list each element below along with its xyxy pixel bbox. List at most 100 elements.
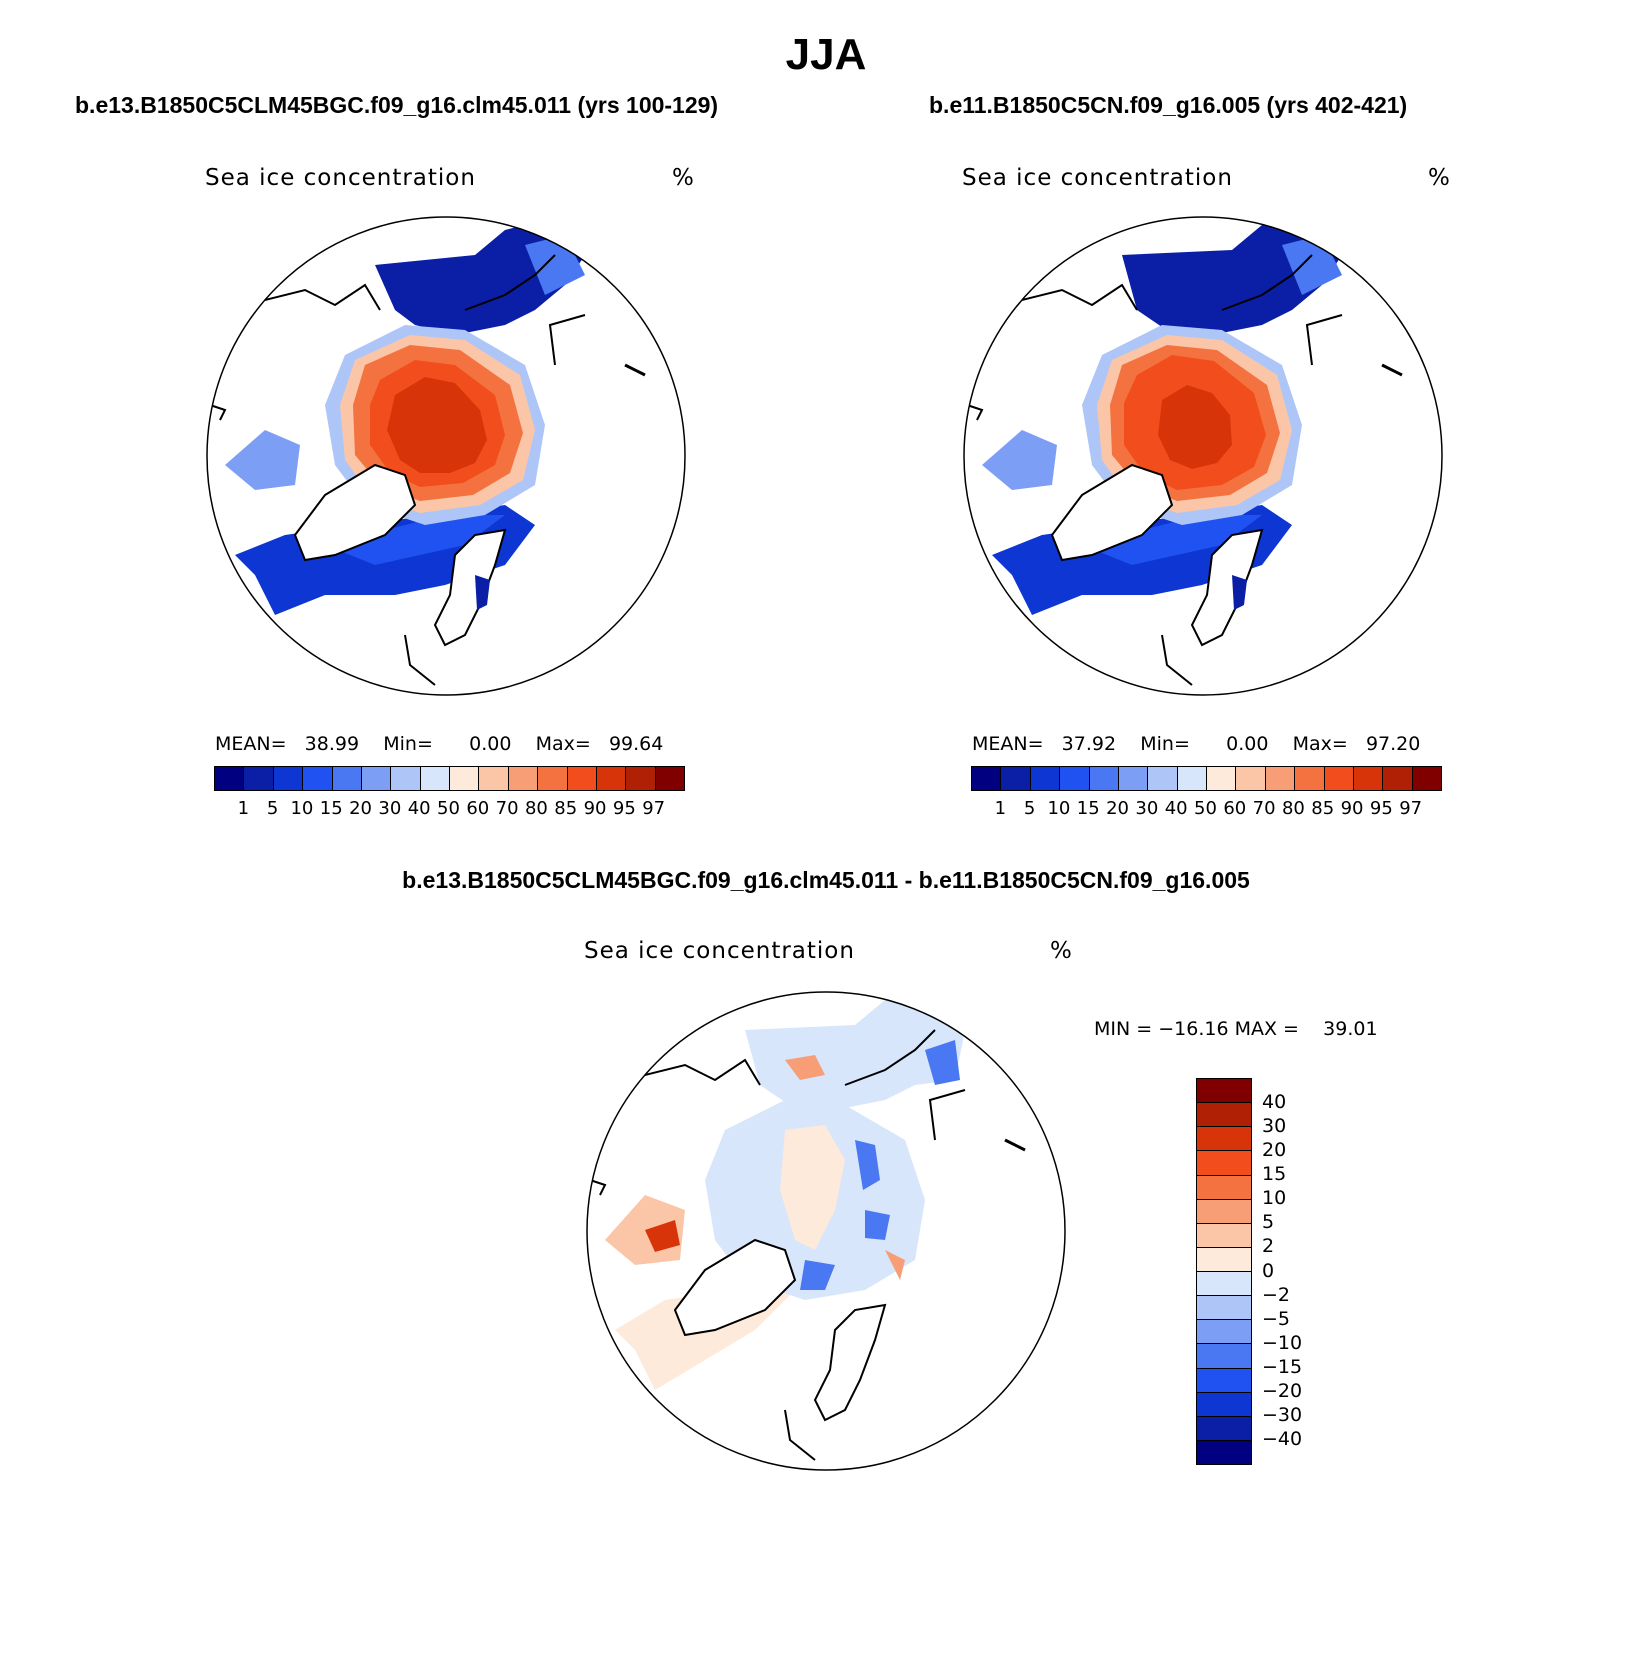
right-colorbar-tick-label: 50	[1194, 798, 1217, 819]
left-colorbar-labels: 1 5 10 15 20 30 40 50 60 70 80 85 90 95 97	[214, 798, 683, 822]
right-colorbar-tick-label: 80	[1281, 798, 1305, 819]
left-colorbar-tick-label: 80	[524, 798, 548, 819]
left-colorbar-box	[391, 767, 421, 790]
diff-colorbar-box	[1197, 1103, 1251, 1128]
left-colorbar-box	[655, 767, 684, 790]
right-greenland	[1050, 463, 1174, 562]
diff-stats: MIN = −16.16 MAX = 39.01	[1094, 1018, 1378, 1040]
right-units-label: %	[1428, 165, 1451, 191]
diff-max-value: 39.01	[1323, 1018, 1378, 1040]
left-max-label: Max=	[535, 733, 591, 755]
left-max-value: 99.64	[608, 733, 664, 755]
left-colorbar-box	[303, 767, 333, 790]
right-colorbar-box	[1353, 767, 1384, 790]
right-colorbar-tick-label: 97	[1399, 798, 1423, 819]
left-colorbar-box	[273, 767, 304, 790]
right-colorbar-tick-label: 40	[1164, 798, 1188, 819]
right-colorbar-tick-label: 85	[1311, 798, 1335, 819]
left-mean-label: MEAN=	[215, 733, 287, 755]
left-hudson-ice	[225, 430, 300, 490]
right-case-title: b.e11.B1850C5CN.f09_g16.005 (yrs 402-421…	[929, 92, 1408, 118]
right-colorbar-tick-label: 10	[1047, 798, 1071, 819]
left-colorbar-box	[420, 767, 450, 790]
left-colorbar-tick-label: 5	[266, 798, 279, 819]
left-colorbar-box	[508, 767, 539, 790]
main-title: JJA	[785, 30, 867, 79]
diff-colorbar-box	[1197, 1151, 1251, 1176]
right-colorbar-tick-label: 20	[1106, 798, 1130, 819]
diff-colorbar-tick-label: −5	[1262, 1307, 1291, 1330]
left-colorbar-tick-label: 97	[642, 798, 666, 819]
left-scandinavia	[433, 528, 507, 647]
diff-units-label: %	[1050, 938, 1073, 964]
right-colorbar-labels: 1 5 10 15 20 30 40 50 60 70 80 85 90 95 97	[971, 798, 1440, 822]
left-case-title: b.e13.B1850C5CLM45BGC.f09_g16.clm45.011 …	[75, 92, 719, 118]
left-colorbar-box	[244, 767, 274, 790]
diff-colorbar-tick-label: 2	[1262, 1235, 1275, 1258]
left-colorbar-box	[626, 767, 656, 790]
left-colorbar-box	[479, 767, 509, 790]
right-colorbar-box	[1383, 767, 1413, 790]
right-variable-label: Sea ice concentration	[962, 165, 1233, 191]
diff-colorbar-box	[1197, 1175, 1251, 1200]
diff-max-label: MAX =	[1234, 1018, 1299, 1040]
left-polar-map	[206, 216, 686, 696]
right-colorbar-box	[1207, 767, 1237, 790]
diff-colorbar-tick-label: −20	[1262, 1379, 1303, 1402]
left-colorbar-box	[332, 767, 362, 790]
left-colorbar-tick-label: 70	[495, 798, 519, 819]
right-colorbar-box	[972, 767, 1002, 790]
diff-colorbar-tick-label: 20	[1262, 1139, 1287, 1162]
diff-colorbar-tick-label: −40	[1262, 1427, 1303, 1450]
left-colorbar-box	[538, 767, 568, 790]
right-colorbar-tick-label: 95	[1369, 798, 1393, 819]
diff-colorbar-box	[1197, 1199, 1251, 1224]
right-mean-value: 37.92	[1061, 733, 1117, 755]
diff-colorbar-box	[1197, 1127, 1251, 1152]
left-colorbar-tick-label: 60	[466, 798, 490, 819]
right-colorbar-box	[1030, 767, 1061, 790]
left-colorbar-tick-label: 1	[237, 798, 250, 819]
diff-colorbar-tick-label: −15	[1262, 1355, 1303, 1378]
right-colorbar-box	[1324, 767, 1354, 790]
diff-colorbar-box	[1197, 1079, 1251, 1104]
diff-colorbar-labels: 40 30 20 15 10 5 2 0 −2 −5 −10 −15 −20 −30 −40	[1262, 1078, 1342, 1463]
diff-colorbar-box	[1197, 1344, 1251, 1369]
right-colorbar-box	[1412, 767, 1441, 790]
right-colorbar-box	[1060, 767, 1090, 790]
diff-pacific-change	[745, 995, 965, 1110]
diff-colorbar-box	[1197, 1247, 1251, 1272]
diff-colorbar-tick-label: 30	[1262, 1115, 1287, 1138]
right-mean-label: MEAN=	[972, 733, 1044, 755]
right-colorbar-tick-label: 5	[1023, 798, 1036, 819]
diff-colorbar-box	[1197, 1368, 1251, 1393]
right-stats: MEAN= 37.92 Min= 0.00 Max= 97.20	[972, 733, 1420, 755]
right-colorbar-box	[1089, 767, 1119, 790]
left-colorbar-box	[450, 767, 480, 790]
right-polar-map	[963, 216, 1443, 696]
diff-colorbar-box	[1197, 1272, 1251, 1297]
right-colorbar-tick-label: 70	[1252, 798, 1276, 819]
diff-colorbar-tick-label: 10	[1262, 1187, 1287, 1210]
left-colorbar-tick-label: 15	[319, 798, 343, 819]
right-hudson-ice	[982, 430, 1057, 490]
right-max-value: 97.20	[1365, 733, 1421, 755]
left-colorbar-tick-label: 40	[407, 798, 431, 819]
right-colorbar-tick-label: 1	[994, 798, 1007, 819]
diff-colorbar-box	[1197, 1296, 1251, 1321]
left-stats: MEAN= 38.99 Min= 0.00 Max= 99.64	[215, 733, 663, 755]
left-colorbar	[214, 766, 685, 791]
right-colorbar-tick-label: 15	[1076, 798, 1100, 819]
left-colorbar-tick-label: 90	[583, 798, 607, 819]
diff-colorbar-tick-label: −2	[1262, 1283, 1291, 1306]
diff-colorbar-tick-label: 15	[1262, 1163, 1287, 1186]
diff-colorbar-box	[1197, 1223, 1251, 1248]
diff-polar-map	[586, 991, 1066, 1471]
right-colorbar-box	[1148, 767, 1178, 790]
left-colorbar-tick-label: 20	[349, 798, 373, 819]
left-colorbar-tick-label: 30	[378, 798, 402, 819]
diff-min-label: MIN =	[1094, 1018, 1153, 1040]
diff-colorbar	[1196, 1078, 1252, 1465]
left-variable-label: Sea ice concentration	[205, 165, 476, 191]
left-min-value: 0.00	[469, 733, 512, 755]
